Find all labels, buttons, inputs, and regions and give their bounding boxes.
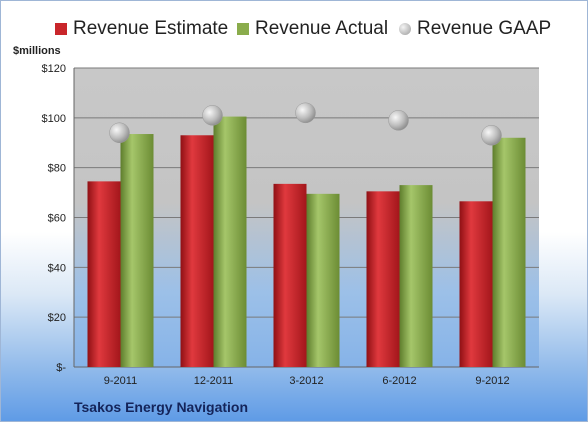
marker-revenue-gaap [202, 105, 223, 126]
y-tick-label: $60 [48, 213, 66, 225]
y-tick-label: $- [56, 362, 66, 374]
legend-swatch-revenue-gaap [399, 23, 411, 35]
x-tick-label: 9-2012 [475, 375, 509, 387]
company-name: Tsakos Energy Navigation [74, 399, 249, 415]
legend-label-revenue-gaap: Revenue GAAP [417, 18, 552, 39]
bar-revenue-estimate [366, 191, 400, 367]
x-tick-label: 12-2011 [194, 375, 234, 387]
bar-revenue-actual [399, 185, 433, 367]
marker-revenue-gaap [388, 110, 409, 131]
x-tick-label: 3-2012 [289, 375, 323, 387]
marker-revenue-gaap [295, 102, 316, 124]
bar-revenue-estimate [273, 183, 307, 367]
bar-revenue-actual [306, 193, 340, 367]
bar-revenue-estimate [87, 181, 121, 367]
marker-revenue-gaap [109, 122, 130, 144]
bar-revenue-actual [120, 134, 154, 367]
x-tick-label: 6-2012 [382, 375, 416, 387]
y-tick-label: $40 [48, 262, 66, 274]
marker-revenue-gaap [481, 125, 502, 146]
y-axis-title: $millions [13, 45, 61, 57]
bar-revenue-actual [492, 137, 526, 367]
bar-revenue-estimate [180, 135, 214, 367]
y-tick-label: $100 [42, 113, 66, 125]
y-tick-label: $120 [42, 63, 66, 75]
legend-item-revenue-gaap: Revenue GAAP [399, 15, 551, 43]
legend-swatch-revenue-estimate [55, 23, 67, 35]
bar-revenue-estimate [459, 201, 493, 367]
legend-item-revenue-estimate: Revenue Estimate [55, 15, 228, 43]
y-tick-label: $80 [48, 163, 66, 175]
bar-revenue-actual [213, 116, 247, 368]
legend-swatch-revenue-actual [237, 23, 249, 35]
legend-item-revenue-actual: Revenue Actual [237, 15, 388, 43]
y-tick-label: $20 [48, 312, 66, 324]
legend-label-revenue-estimate: Revenue Estimate [73, 18, 229, 39]
x-tick-label: 9-2011 [104, 375, 137, 387]
legend-label-revenue-actual: Revenue Actual [255, 18, 389, 39]
legend: Revenue Estimate Revenue Actual Revenue … [1, 15, 587, 43]
